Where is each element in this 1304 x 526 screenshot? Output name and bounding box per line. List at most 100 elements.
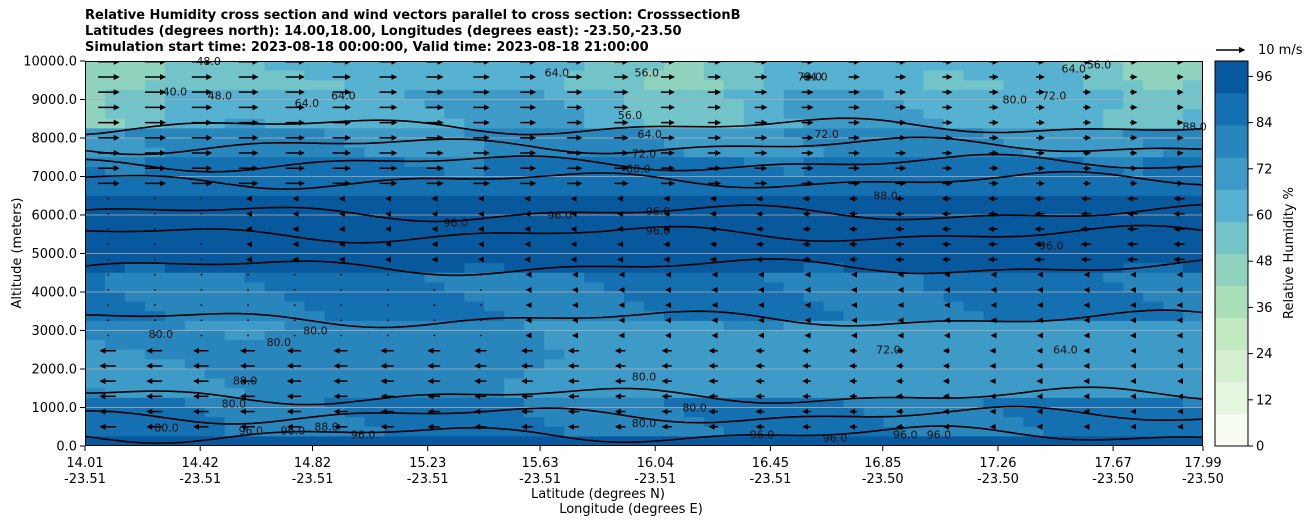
rh-cell bbox=[104, 224, 126, 235]
rh-cell bbox=[464, 176, 485, 187]
rh-cell bbox=[644, 186, 665, 197]
rh-cell bbox=[1003, 234, 1024, 245]
rh-cell bbox=[1043, 369, 1064, 380]
rh-cell bbox=[1043, 320, 1064, 332]
rh-cell bbox=[404, 89, 425, 101]
rh-cell bbox=[484, 157, 505, 168]
rh-cell bbox=[644, 195, 665, 206]
rh-cell bbox=[264, 243, 286, 255]
contour-line bbox=[85, 117, 1203, 136]
wind-vector bbox=[200, 228, 203, 230]
rh-cell bbox=[404, 340, 425, 351]
rh-cell bbox=[723, 407, 745, 418]
contour-label: 72.0 bbox=[814, 128, 839, 141]
rh-cell bbox=[923, 272, 945, 283]
rh-cell bbox=[683, 263, 705, 274]
wind-vector bbox=[433, 288, 436, 291]
rh-cell bbox=[1043, 176, 1064, 187]
rh-cell bbox=[1043, 436, 1064, 446]
rh-cell bbox=[504, 195, 525, 206]
rh-cell bbox=[763, 215, 785, 226]
rh-cell bbox=[444, 138, 465, 149]
rh-cell bbox=[903, 109, 925, 120]
contour-lines bbox=[85, 117, 1203, 445]
rh-cell bbox=[783, 388, 805, 399]
rh-cell bbox=[244, 157, 266, 168]
rh-cell bbox=[1143, 340, 1164, 351]
rh-cell bbox=[584, 224, 605, 235]
rh-cell bbox=[644, 330, 665, 341]
rh-cell bbox=[464, 89, 485, 101]
rh-cell bbox=[1163, 224, 1184, 235]
rh-cell bbox=[404, 243, 425, 255]
wind-vector bbox=[433, 319, 436, 322]
rh-cell bbox=[85, 397, 106, 409]
rh-cell bbox=[184, 186, 206, 197]
rh-cell bbox=[703, 359, 725, 370]
rh-cell bbox=[983, 426, 1004, 437]
rh-cell bbox=[284, 311, 306, 322]
rh-cell bbox=[683, 118, 705, 129]
rh-cell bbox=[364, 205, 386, 216]
rh-cell bbox=[683, 70, 705, 81]
rh-cell bbox=[404, 138, 425, 149]
rh-cell bbox=[823, 340, 845, 351]
rh-cell bbox=[304, 243, 326, 255]
rh-cell bbox=[544, 61, 565, 72]
rh-cell bbox=[883, 195, 905, 206]
rh-cell bbox=[644, 417, 665, 428]
rh-cell bbox=[1043, 417, 1064, 428]
rh-cell bbox=[264, 128, 286, 139]
rh-cell bbox=[124, 215, 146, 226]
rh-cell bbox=[1143, 253, 1164, 264]
rh-cell bbox=[424, 407, 445, 418]
rh-cell bbox=[584, 397, 605, 409]
rh-cell bbox=[244, 166, 266, 178]
rh-cell bbox=[1183, 215, 1203, 226]
rh-cell bbox=[244, 224, 266, 235]
rh-cell bbox=[1143, 272, 1164, 283]
rh-cell bbox=[863, 369, 885, 380]
rh-cell bbox=[124, 340, 146, 351]
rh-cell bbox=[863, 89, 885, 101]
rh-cell bbox=[1083, 359, 1104, 370]
rh-cell bbox=[1123, 282, 1144, 293]
rh-cell bbox=[384, 320, 406, 332]
rh-cell bbox=[564, 253, 585, 264]
rh-cell bbox=[604, 426, 625, 437]
rh-cell bbox=[504, 157, 525, 168]
rh-cell bbox=[164, 195, 186, 206]
rh-cell bbox=[144, 417, 166, 428]
rh-cell bbox=[763, 186, 785, 197]
rh-cell bbox=[85, 138, 106, 149]
contour-label: 80.0 bbox=[222, 398, 247, 411]
rh-cell bbox=[1063, 215, 1084, 226]
rh-cell bbox=[624, 215, 645, 226]
rh-cell bbox=[1123, 138, 1144, 149]
rh-cell bbox=[464, 272, 485, 283]
rh-cell bbox=[1083, 272, 1104, 283]
rh-cell bbox=[384, 70, 406, 81]
rh-cell bbox=[1103, 147, 1124, 158]
rh-cell bbox=[1003, 378, 1024, 389]
rh-cell bbox=[1163, 138, 1184, 149]
rh-cell bbox=[1063, 70, 1084, 81]
rh-cell bbox=[1003, 397, 1024, 409]
rh-cell bbox=[544, 407, 565, 418]
rh-cell bbox=[843, 109, 865, 120]
wind-vector bbox=[247, 288, 249, 291]
rh-cell bbox=[803, 157, 825, 168]
rh-cell bbox=[524, 407, 545, 418]
rh-cell bbox=[364, 397, 386, 409]
rh-cell bbox=[404, 436, 425, 446]
rh-cell bbox=[404, 80, 425, 91]
rh-cell bbox=[1083, 234, 1104, 245]
rh-cell bbox=[1163, 205, 1184, 216]
rh-cell bbox=[184, 426, 206, 437]
rh-cell bbox=[703, 436, 725, 446]
rh-cell bbox=[943, 118, 965, 129]
rh-cell bbox=[504, 263, 525, 274]
rh-cell bbox=[624, 253, 645, 264]
rh-cell bbox=[823, 292, 845, 303]
wind-vector bbox=[386, 288, 389, 291]
